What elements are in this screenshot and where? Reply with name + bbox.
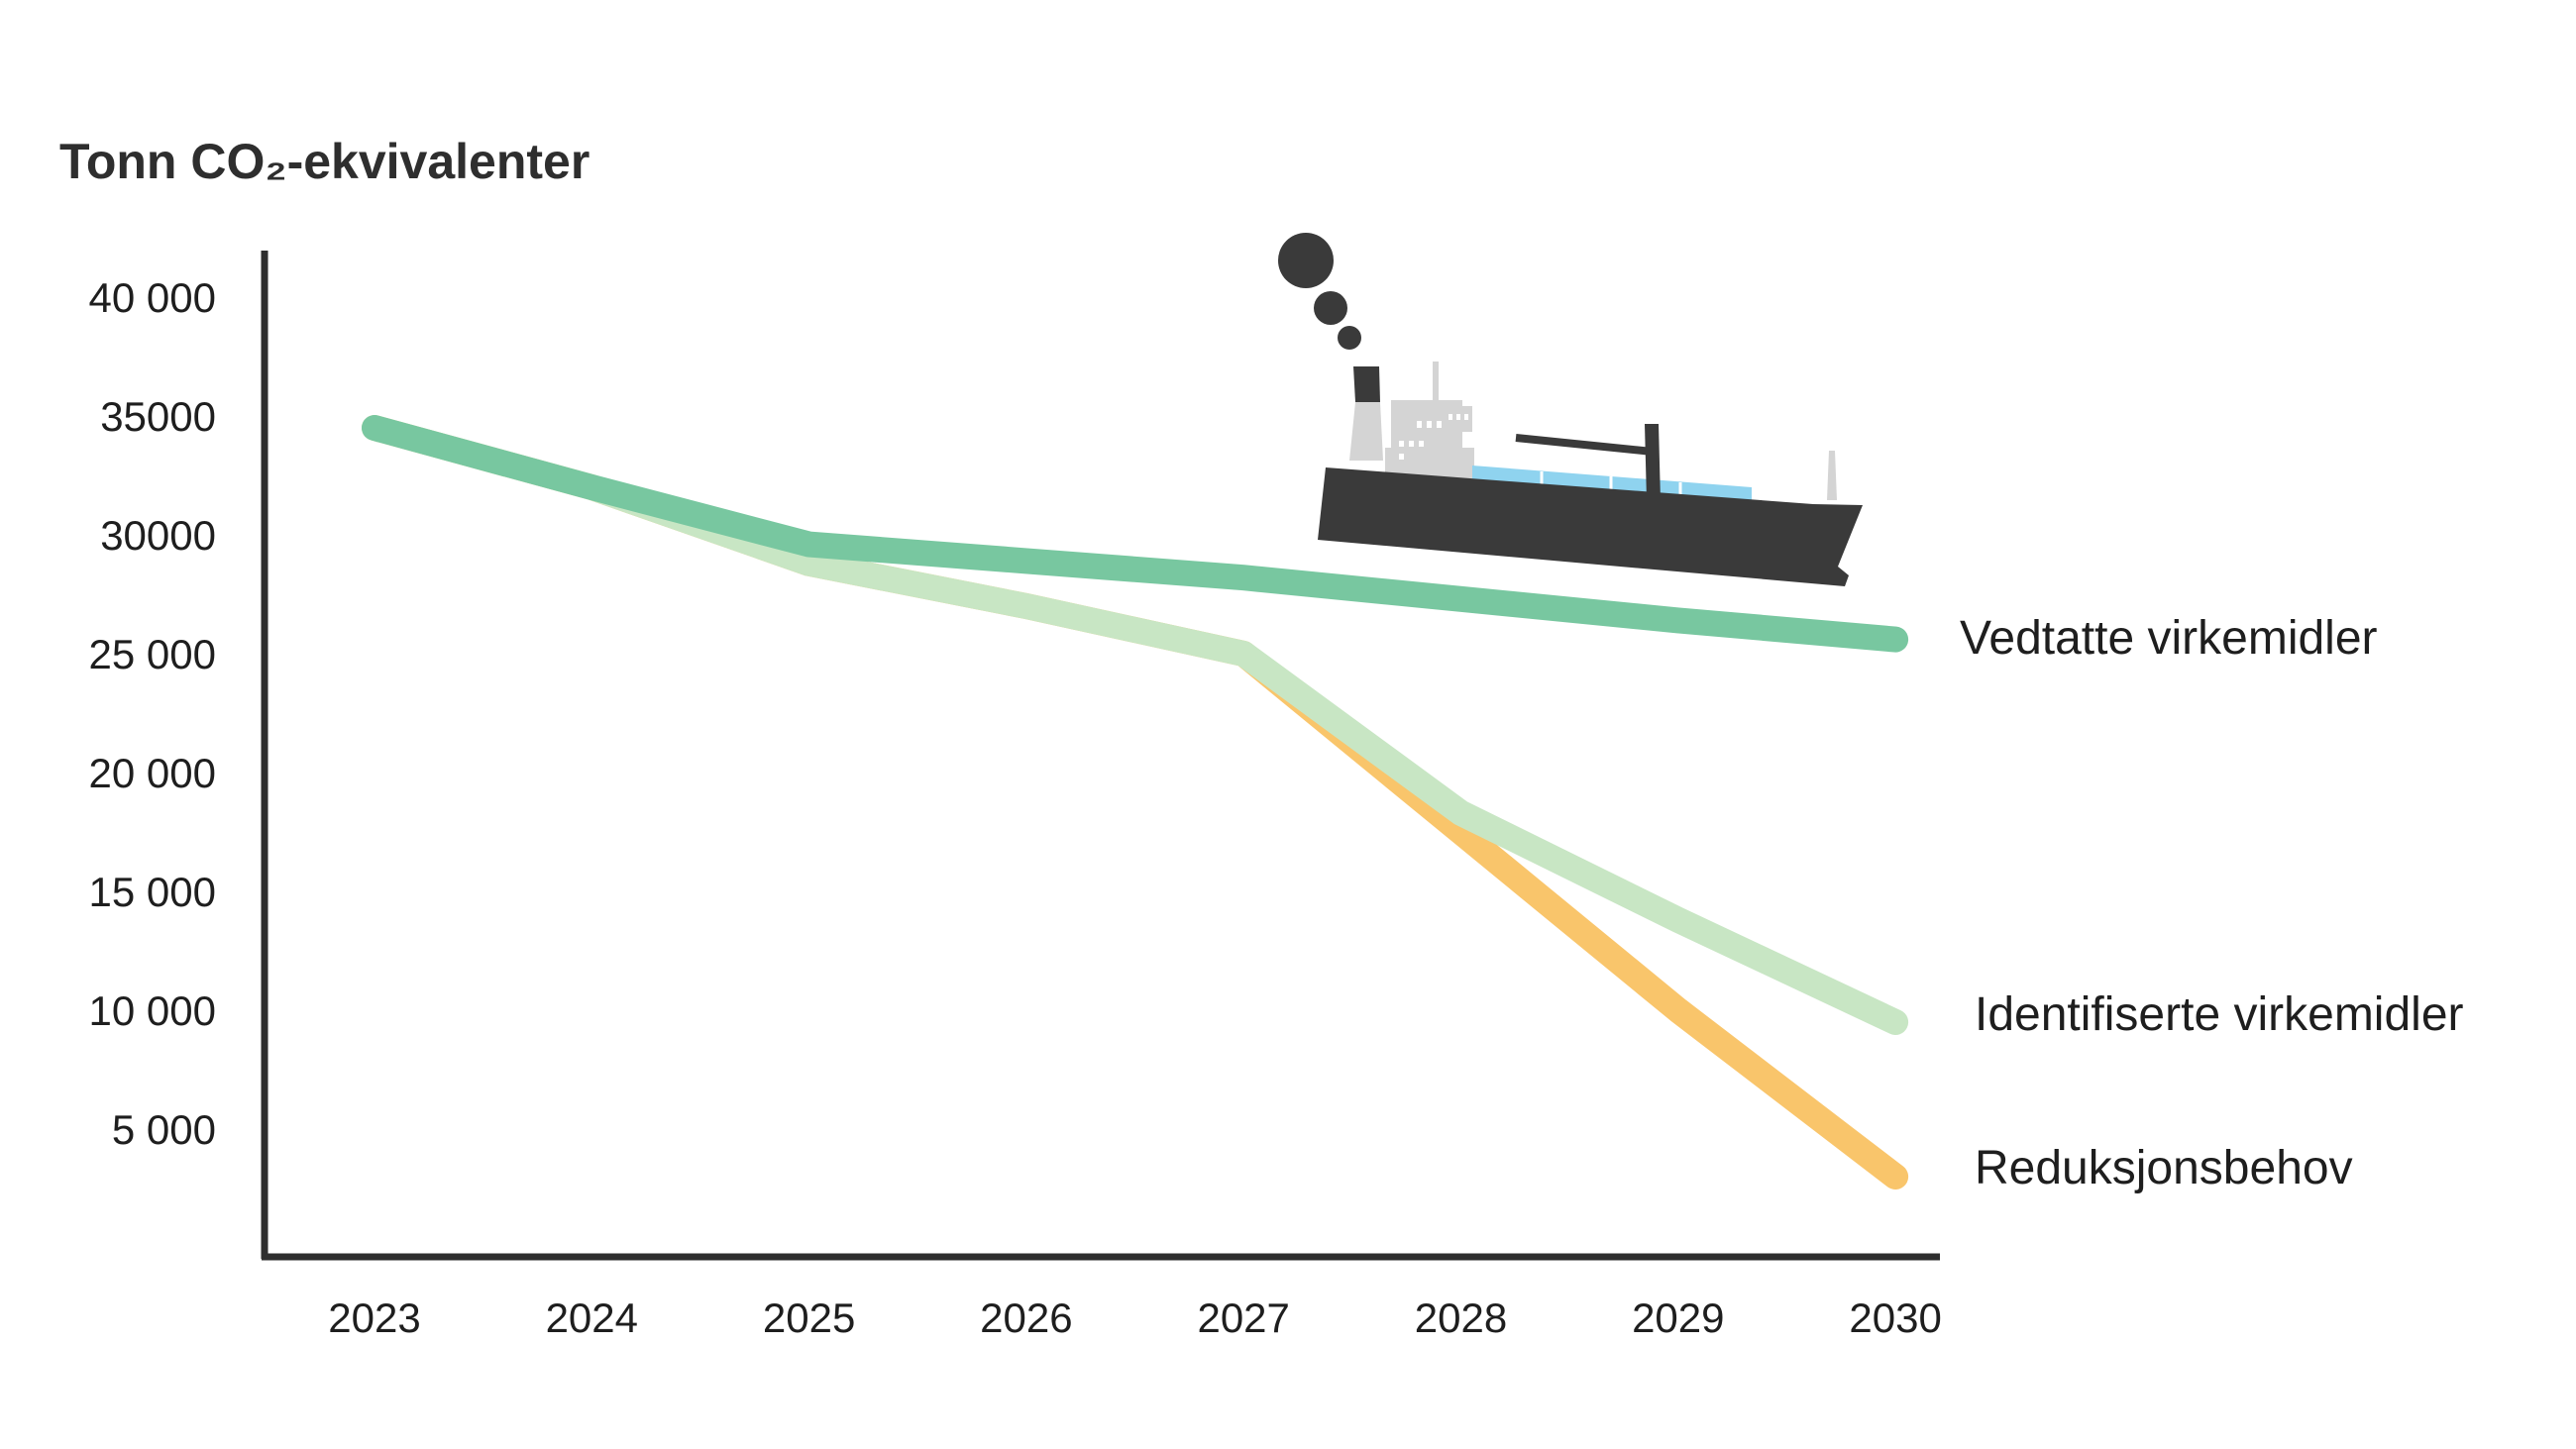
legend-label: Vedtatte virkemidler — [1960, 612, 2378, 665]
series-legend: Reduksjonsbehov Identifiserte virkemidler… — [1960, 612, 2464, 1194]
x-tick-label: 2028 — [1415, 1294, 1507, 1341]
x-tick-label: 2025 — [763, 1294, 855, 1341]
series-line-vedtatte-virkemidler — [362, 415, 1909, 653]
x-tick-label: 2024 — [546, 1294, 638, 1341]
y-tick-label: 10 000 — [89, 987, 216, 1034]
y-tick-label: 30000 — [100, 512, 216, 559]
y-tick-label: 35000 — [100, 393, 216, 440]
y-tick-label: 20 000 — [89, 750, 216, 796]
x-tick-labels: 2023 2024 2025 2026 2027 2028 2029 2030 — [328, 1294, 1942, 1341]
x-tick-label: 2029 — [1632, 1294, 1724, 1341]
cargo-ship-icon — [1278, 233, 1863, 586]
x-tick-label: 2026 — [980, 1294, 1072, 1341]
x-tick-label: 2023 — [328, 1294, 420, 1341]
y-axis-title: Tonn CO₂-ekvivalenter — [59, 134, 590, 189]
legend-label: Identifiserte virkemidler — [1975, 988, 2464, 1041]
x-tick-label: 2030 — [1849, 1294, 1941, 1341]
y-tick-label: 15 000 — [89, 869, 216, 915]
y-tick-label: 25 000 — [89, 631, 216, 677]
legend-label: Reduksjonsbehov — [1975, 1142, 2353, 1194]
series-lines — [362, 415, 1909, 1190]
x-tick-label: 2027 — [1197, 1294, 1289, 1341]
y-tick-labels: 5 000 10 000 15 000 20 000 25 000 30000 35000 4… — [89, 274, 216, 1153]
y-tick-label: 5 000 — [112, 1106, 216, 1153]
y-tick-label: 40 000 — [89, 274, 216, 321]
